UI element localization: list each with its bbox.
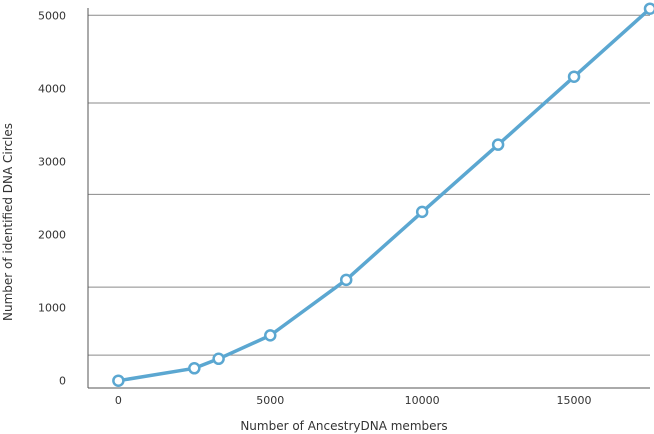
y-tick-label-1000: 1000 [38, 302, 66, 315]
x-tick-label-5000: 5000 [256, 394, 284, 407]
y-tick-label-5000: 5000 [38, 9, 66, 22]
x-tick-label-15000: 15000 [557, 394, 592, 407]
y-tick-label-4000: 4000 [38, 82, 66, 95]
x-axis-title: Number of AncestryDNA members [240, 419, 447, 433]
y-tick-label-2000: 2000 [38, 229, 66, 242]
gridlines [88, 14, 650, 356]
y-axis-title: Number of identified DNA Circles [1, 123, 15, 321]
axes [87, 8, 650, 389]
data-point-6 [491, 138, 505, 151]
tick-labels: 0 1000 2000 3000 4000 5000 0 5000 10000 15000 [38, 9, 592, 407]
data-point-3 [264, 329, 277, 342]
data-point-5 [415, 205, 429, 219]
x-tick-label-10000: 10000 [405, 394, 440, 407]
data-point-0 [112, 374, 125, 387]
data-point-7 [567, 70, 581, 83]
y-tick-label-3000: 3000 [38, 155, 66, 168]
data-point-4 [339, 273, 353, 287]
data-point-1 [188, 362, 201, 375]
data-series [112, 2, 654, 387]
x-tick-label-0: 0 [115, 394, 122, 407]
data-point-2 [212, 352, 225, 366]
data-point-8 [643, 2, 654, 15]
y-tick-label-0: 0 [59, 375, 66, 388]
